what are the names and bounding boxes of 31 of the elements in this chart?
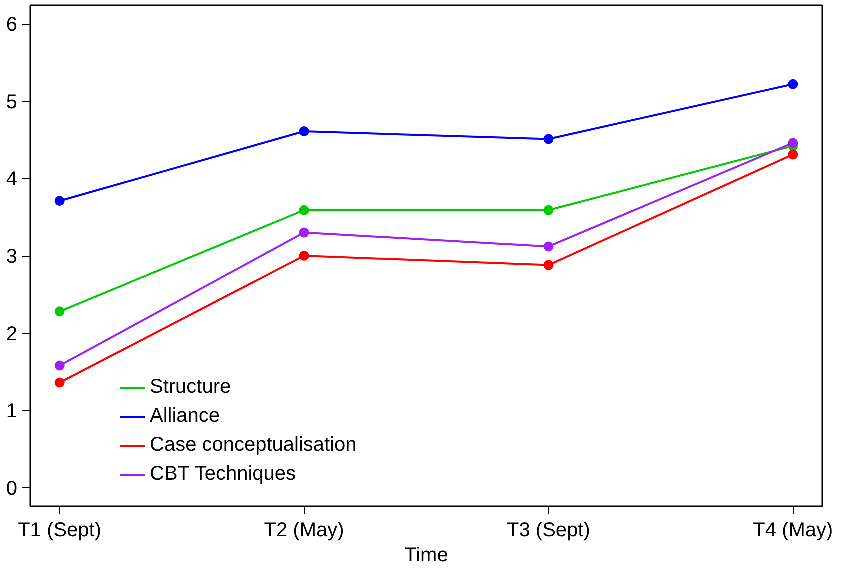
legend-label: Structure <box>150 376 232 399</box>
y-tick-label: 0 <box>6 478 18 500</box>
x-tick-label: T2 (May) <box>264 520 344 542</box>
point <box>54 360 65 371</box>
point <box>788 138 798 148</box>
point <box>788 79 798 90</box>
y-tick-label: 6 <box>6 14 18 36</box>
point <box>299 228 310 238</box>
y-tick-label: 2 <box>6 323 18 346</box>
point <box>299 126 310 137</box>
point <box>544 242 554 252</box>
point <box>54 196 65 206</box>
y-tick-label: 4 <box>6 168 18 191</box>
x-tick-label: T1 (Sept) <box>18 520 102 542</box>
x-axis-title: Time <box>404 544 448 566</box>
point <box>544 205 554 216</box>
legend-label: Case conceptualisation <box>150 434 357 457</box>
y-tick-label: 1 <box>6 400 18 423</box>
point <box>54 378 65 388</box>
legend-label: Alliance <box>150 405 220 428</box>
point <box>54 306 65 317</box>
point <box>788 150 798 160</box>
x-tick-label: T3 (Sept) <box>507 520 590 542</box>
legend-label: CBT Techniques <box>150 463 296 486</box>
x-tick-label: T4 (May) <box>753 520 834 542</box>
point <box>544 260 554 270</box>
point <box>299 251 310 261</box>
y-tick-label: 3 <box>6 246 18 268</box>
point <box>299 205 310 216</box>
y-tick-label: 5 <box>6 91 18 114</box>
point <box>544 134 554 144</box>
